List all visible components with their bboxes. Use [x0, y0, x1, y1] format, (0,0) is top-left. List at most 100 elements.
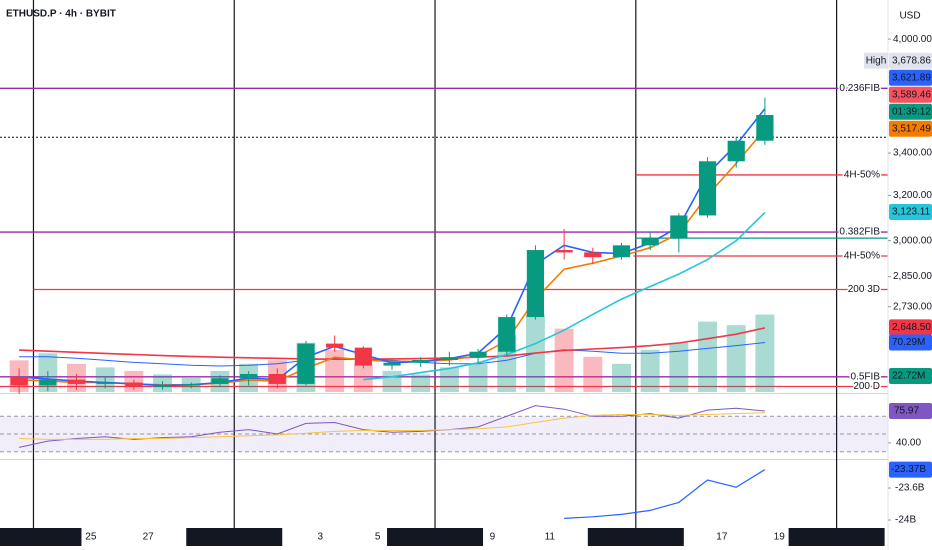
countdown-box: [889, 103, 932, 120]
level-label: 4H-50%: [844, 170, 880, 181]
x-tick-label: Mon 21 Jul '25 00:00: [790, 532, 883, 543]
y-tick-label: 2,850.00: [893, 271, 932, 282]
candle-body: [297, 343, 315, 384]
price-tag: [889, 203, 932, 220]
candle-body: [153, 385, 172, 387]
symbol-header: ETHUSD.P · 4h · BYBIT: [6, 9, 116, 20]
rsi-tag-label: 75.97: [894, 406, 919, 417]
currency: USD: [899, 11, 920, 22]
candle-body: [239, 373, 258, 379]
candle-body: [526, 250, 545, 318]
flow-line: [564, 469, 766, 519]
volume-bar: [411, 374, 431, 392]
moving-average: [19, 327, 766, 361]
price-tag-label: 3,517.49: [892, 123, 931, 134]
candle-body: [469, 351, 487, 358]
price-tag-label: 3,123.11: [892, 207, 931, 218]
candle-body: [584, 252, 602, 258]
candle-body: [498, 317, 516, 352]
volume-bar: [640, 349, 660, 392]
flow-tick-label: -24B: [895, 515, 916, 526]
axis-layer: 4,000.00 3,400.00 3,200.00 3,000.00 2,850.00…: [864, 34, 932, 526]
volume-tag-label: 22.72M: [892, 371, 925, 382]
price-tag-label: 3,678.86: [892, 55, 931, 66]
price-tag: [889, 319, 932, 336]
candle-body: [383, 362, 401, 366]
price-tag: [889, 52, 932, 69]
level-label: 4H-50%: [844, 251, 880, 262]
volume-bar: [439, 367, 459, 392]
volume-bar: [698, 321, 717, 392]
flow-tag: [889, 461, 932, 478]
candle-body: [182, 383, 200, 386]
candle-body: [698, 161, 717, 216]
candle-body: [727, 140, 745, 162]
volume-bar: [755, 314, 775, 392]
x-tick-label: 25: [85, 532, 97, 543]
price-tag-label: 3,589.46: [892, 89, 931, 100]
candle-body: [96, 382, 114, 384]
level-label: 0.5FIB: [851, 371, 881, 382]
x-tick-box: [587, 528, 684, 546]
candle-body: [440, 357, 458, 360]
x-tick-label: 27: [143, 532, 155, 543]
candle-body: [39, 379, 57, 386]
candle-body: [412, 359, 430, 363]
candle-body: [670, 215, 688, 239]
x-tick-label: Mon 14 Jul '25 00:00: [590, 532, 683, 543]
volume-bar: [382, 370, 402, 392]
volume-bar: [583, 356, 603, 392]
volume-bar: [612, 363, 631, 392]
price-tag: [889, 86, 932, 103]
volume-bar: [325, 349, 345, 392]
volume-tag: [889, 334, 932, 351]
candle-body: [612, 245, 631, 258]
x-tick-label: 5: [375, 532, 381, 543]
rsi-tick-label: 40.00: [896, 438, 921, 449]
rsi-ma: [19, 412, 765, 440]
level-label: 200 3D: [848, 284, 880, 295]
countdown: 01:39:12: [892, 106, 931, 117]
price-tag-label: 2,648.50: [892, 322, 931, 333]
candle-body: [354, 347, 372, 366]
candle-body: [555, 250, 573, 253]
x-tick-box: [186, 528, 283, 546]
rsi-tag: [889, 402, 932, 419]
candle-body: [641, 238, 659, 246]
volume-bar: [353, 363, 373, 392]
plot: 0.236FIB 4H-50% 0.382FIB 4H-50% 200 3D 0.5FIB…: [0, 0, 888, 546]
x-tick-label: 17: [716, 532, 728, 543]
price-tag: [889, 69, 932, 86]
volume-tag: [889, 368, 932, 385]
x-tick-label: Mon 30 Jun '25 00:00: [186, 532, 282, 543]
x-tick-box: [788, 528, 885, 546]
flow-tick-label: -23.6B: [895, 483, 925, 494]
candle-body: [67, 379, 86, 384]
volume-tag-label: 70.29M: [892, 337, 925, 348]
candle-body: [326, 343, 344, 348]
moving-average: [363, 211, 766, 381]
y-tick-label: 3,400.00: [893, 148, 932, 159]
price-tag: [889, 120, 932, 137]
candle-body: [10, 376, 28, 386]
candle-body: [268, 373, 286, 384]
candle-body: [211, 378, 229, 384]
y-tick-label: 4,000.00: [893, 34, 932, 45]
tag-title: High: [866, 55, 887, 66]
x-tick-label: 19: [774, 532, 786, 543]
y-tick-label: 3,200.00: [893, 190, 932, 201]
x-tick-box: [0, 528, 82, 546]
flow-tag-label: -23.37B: [891, 464, 926, 475]
y-tick-label: 3,000.00: [893, 235, 932, 246]
level-label: 0.382FIB: [839, 227, 880, 238]
price-tag-label: 3,621.89: [892, 72, 931, 83]
x-tick-label: 3: [318, 532, 324, 543]
volume-bar: [669, 342, 689, 392]
tag-title-box: [864, 52, 888, 69]
level-label: 200 D: [853, 381, 880, 392]
x-tick-label: 9: [490, 532, 496, 543]
x-tick-label: Mon 23 Jun '25 00:00: [0, 532, 82, 543]
candle-body: [756, 115, 774, 141]
